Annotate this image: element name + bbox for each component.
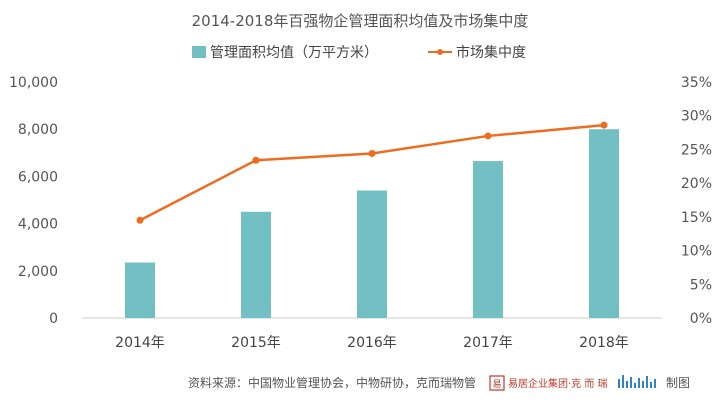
chart-title: 2014-2018年百强物企管理面积均值及市场集中度 [192, 12, 529, 30]
x-tick-label: 2018年 [579, 335, 629, 351]
brand-name: 易居企业集团·克 而 瑞 [508, 377, 608, 390]
right-y-tick-label: 25% [681, 142, 712, 158]
source-note: 资料来源：中国物业管理协会，中物研协，克而瑞物管 [188, 375, 476, 390]
brand-logo [489, 375, 505, 391]
x-tick-label: 2016年 [347, 335, 397, 351]
left-y-tick-label: 4,000 [18, 217, 58, 233]
bar [125, 262, 155, 318]
legend-label-area: 管理面积均值（万平方米） [210, 45, 378, 61]
line-series [136, 121, 608, 224]
footer: 资料来源：中国物业管理协会，中物研协，克而瑞物管 易 易居企业集团·克 而 瑞 … [188, 375, 690, 391]
legend-marker-concentration [437, 49, 443, 55]
line-point [600, 121, 608, 129]
right-y-tick-label: 0% [690, 311, 712, 327]
right-y-tick-label: 20% [681, 176, 712, 192]
line-point [368, 149, 376, 157]
left-y-tick-label: 2,000 [18, 264, 58, 280]
left-y-tick-label: 8,000 [18, 122, 58, 138]
left-y-tick-label: 6,000 [18, 169, 58, 185]
left-y-tick-label: 10,000 [9, 75, 58, 91]
line-point [484, 132, 492, 140]
right-y-tick-label: 15% [681, 210, 712, 226]
bar [241, 211, 271, 318]
x-tick-label: 2017年 [463, 335, 513, 351]
legend-swatch-area [192, 46, 206, 58]
brand-suffix: 制图 [666, 376, 690, 390]
line-point [136, 216, 144, 224]
line-point [252, 156, 260, 164]
right-y-axis: 0% 5% 10% 15% 20% 25% 30% 35% [681, 75, 712, 327]
x-tick-label: 2014年 [115, 335, 165, 351]
right-y-tick-label: 5% [690, 277, 712, 293]
right-y-tick-label: 35% [681, 75, 712, 91]
x-tick-label: 2015年 [231, 335, 281, 351]
x-axis-ticks: 2014年 2015年 2016年 2017年 2018年 [115, 335, 629, 351]
legend-label-concentration: 市场集中度 [456, 44, 526, 61]
brand-logo-glyph: 易 [492, 379, 501, 390]
right-y-tick-label: 10% [681, 244, 712, 260]
bar [357, 190, 387, 318]
brand-wave-logo [618, 375, 656, 388]
legend: 管理面积均值（万平方米） 市场集中度 [192, 44, 526, 61]
bar-series [125, 129, 619, 318]
right-y-tick-label: 30% [681, 109, 712, 125]
left-y-tick-label: 0 [49, 311, 58, 327]
bar [589, 129, 619, 318]
left-y-axis: 0 2,000 4,000 6,000 8,000 10,000 [9, 75, 58, 327]
bar [473, 161, 503, 318]
